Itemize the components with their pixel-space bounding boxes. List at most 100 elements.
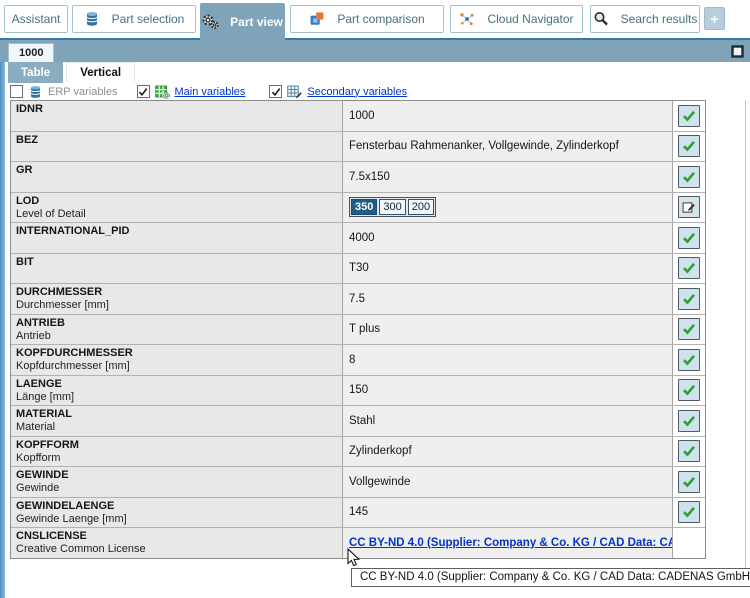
secondary-variables-checkbox[interactable]	[269, 85, 283, 98]
secondary-variables-icon	[287, 85, 303, 99]
variable-value: 8	[349, 353, 356, 366]
confirm-value-button[interactable]	[677, 318, 700, 341]
variable-label-cell: INTERNATIONAL_PID	[11, 223, 343, 253]
tab-part-comparison[interactable]: Part comparison	[290, 5, 444, 33]
check-icon	[682, 415, 696, 427]
confirm-value-button[interactable]	[677, 257, 700, 280]
check-icon	[682, 110, 696, 122]
license-link[interactable]: CC BY-ND 4.0 (Supplier: Company & Co. KG…	[349, 536, 672, 549]
variable-value: 150	[349, 384, 369, 397]
action-cell	[673, 223, 704, 253]
secondary-variables-filter: Secondary variables	[269, 85, 407, 99]
variable-value-cell: 145	[343, 497, 673, 527]
variable-value-cell: 4000	[343, 223, 673, 253]
document-tabbar: 1000	[0, 38, 750, 62]
tab-vertical[interactable]: Vertical	[66, 62, 136, 83]
action-cell	[673, 436, 704, 466]
table-row-antrieb: ANTRIEB Antrieb T plus	[11, 314, 705, 345]
lod-option-200[interactable]: 200	[407, 199, 435, 216]
tab-assistant[interactable]: Assistant	[4, 5, 68, 33]
table-row-bez: BEZ Fensterbau Rahmenanker, Vollgewinde, …	[11, 131, 705, 162]
view-mode-tabs: Table Vertical	[8, 62, 136, 83]
variable-value: Zylinderkopf	[349, 445, 412, 458]
confirm-value-button[interactable]	[677, 501, 700, 524]
main-tabbar: + Assistant Part selection Part view Part c…	[0, 0, 750, 40]
tab-search-results[interactable]: Search results	[590, 5, 700, 33]
table-row-bit: BIT T30	[11, 253, 705, 284]
variable-value: 145	[349, 506, 369, 519]
document-tab-1000[interactable]: 1000	[8, 43, 55, 62]
check-icon	[682, 262, 696, 274]
check-icon	[682, 140, 696, 152]
variable-value: T30	[349, 262, 369, 275]
main-variables-link[interactable]: Main variables	[174, 85, 246, 98]
action-cell	[673, 162, 704, 192]
lod-button-group: 350 300 200	[349, 197, 437, 218]
variable-name: KOPFFORM	[16, 438, 79, 451]
lod-option-350[interactable]: 350	[351, 199, 378, 216]
confirm-value-button[interactable]	[677, 409, 700, 432]
secondary-variables-link[interactable]: Secondary variables	[307, 85, 408, 98]
confirm-value-button[interactable]	[677, 135, 700, 158]
main-variables-checkbox[interactable]	[136, 85, 150, 98]
main-variables-icon	[154, 85, 170, 99]
restore-icon[interactable]	[731, 45, 744, 58]
variable-value: 1000	[349, 109, 375, 122]
variable-description: Material	[16, 421, 56, 433]
variable-name: LOD	[16, 194, 40, 207]
edit-value-button[interactable]	[677, 196, 700, 219]
table-row-international-pid: INTERNATIONAL_PID 4000	[11, 223, 705, 254]
tab-part-view[interactable]: Part view	[200, 3, 285, 40]
variable-label-cell: LAENGE Länge [mm]	[11, 375, 343, 405]
variable-label-cell: CNSLICENSE Creative Common License	[11, 528, 343, 558]
variable-value-cell: Fensterbau Rahmenanker, Vollgewinde, Zyl…	[343, 131, 673, 161]
variable-name: MATERIAL	[16, 408, 73, 420]
confirm-value-button[interactable]	[677, 440, 700, 463]
variable-name: LAENGE	[16, 377, 62, 390]
confirm-value-button[interactable]	[677, 379, 700, 402]
confirm-value-button[interactable]	[677, 226, 700, 249]
variable-value: T plus	[349, 323, 381, 336]
variable-label-cell: GEWINDE Gewinde	[11, 467, 343, 497]
variable-value: Vollgewinde	[349, 475, 411, 488]
variable-value-cell: T30	[343, 253, 673, 283]
action-cell	[673, 253, 704, 283]
check-icon	[682, 323, 696, 335]
variable-label-cell: DURCHMESSER Durchmesser [mm]	[11, 284, 343, 314]
variable-label-cell: IDNR	[11, 101, 343, 131]
variable-name: GR	[16, 164, 33, 176]
gears-icon	[202, 14, 219, 30]
table-row-cnslicense: CNSLICENSE Creative Common License CC BY-N…	[11, 528, 705, 558]
action-cell	[673, 406, 704, 436]
table-row-gr: GR 7.5x150	[11, 162, 705, 193]
variable-description: Creative Common License	[16, 543, 146, 555]
confirm-value-button[interactable]	[677, 287, 700, 310]
action-cell	[673, 497, 704, 527]
variable-description: Gewinde Laenge [mm]	[16, 512, 127, 525]
confirm-value-button[interactable]	[677, 470, 700, 493]
variable-label-cell: KOPFFORM Kopfform	[11, 436, 343, 466]
lod-option-300[interactable]: 300	[379, 199, 406, 216]
erp-variables-checkbox[interactable]	[10, 85, 23, 98]
tab-part-selection[interactable]: Part selection	[72, 5, 196, 33]
variable-name: CNSLICENSE	[16, 530, 87, 542]
confirm-value-button[interactable]	[677, 104, 700, 127]
tab-table[interactable]: Table	[8, 62, 64, 83]
add-tab-button[interactable]: +	[704, 7, 725, 30]
check-icon	[682, 293, 696, 305]
check-icon	[682, 384, 696, 396]
variable-name: INTERNATIONAL_PID	[16, 225, 130, 237]
variable-description: Durchmesser [mm]	[16, 299, 109, 311]
table-row-kopfform: KOPFFORM Kopfform Zylinderkopf	[11, 436, 705, 467]
confirm-value-button[interactable]	[677, 348, 700, 371]
tab-cloud-navigator[interactable]: Cloud Navigator	[450, 5, 583, 33]
variable-label-cell: MATERIAL Material	[11, 406, 343, 436]
action-cell	[673, 284, 704, 314]
variable-value: 4000	[349, 231, 375, 244]
table-row-lod: LOD Level of Detail 350 300 200	[11, 192, 705, 223]
variable-value-cell: 350 300 200	[343, 192, 673, 222]
variable-name: GEWINDE	[16, 469, 69, 481]
variable-label-cell: BIT	[11, 253, 343, 283]
table-row-idnr: IDNR 1000	[11, 101, 705, 132]
confirm-value-button[interactable]	[677, 165, 700, 188]
